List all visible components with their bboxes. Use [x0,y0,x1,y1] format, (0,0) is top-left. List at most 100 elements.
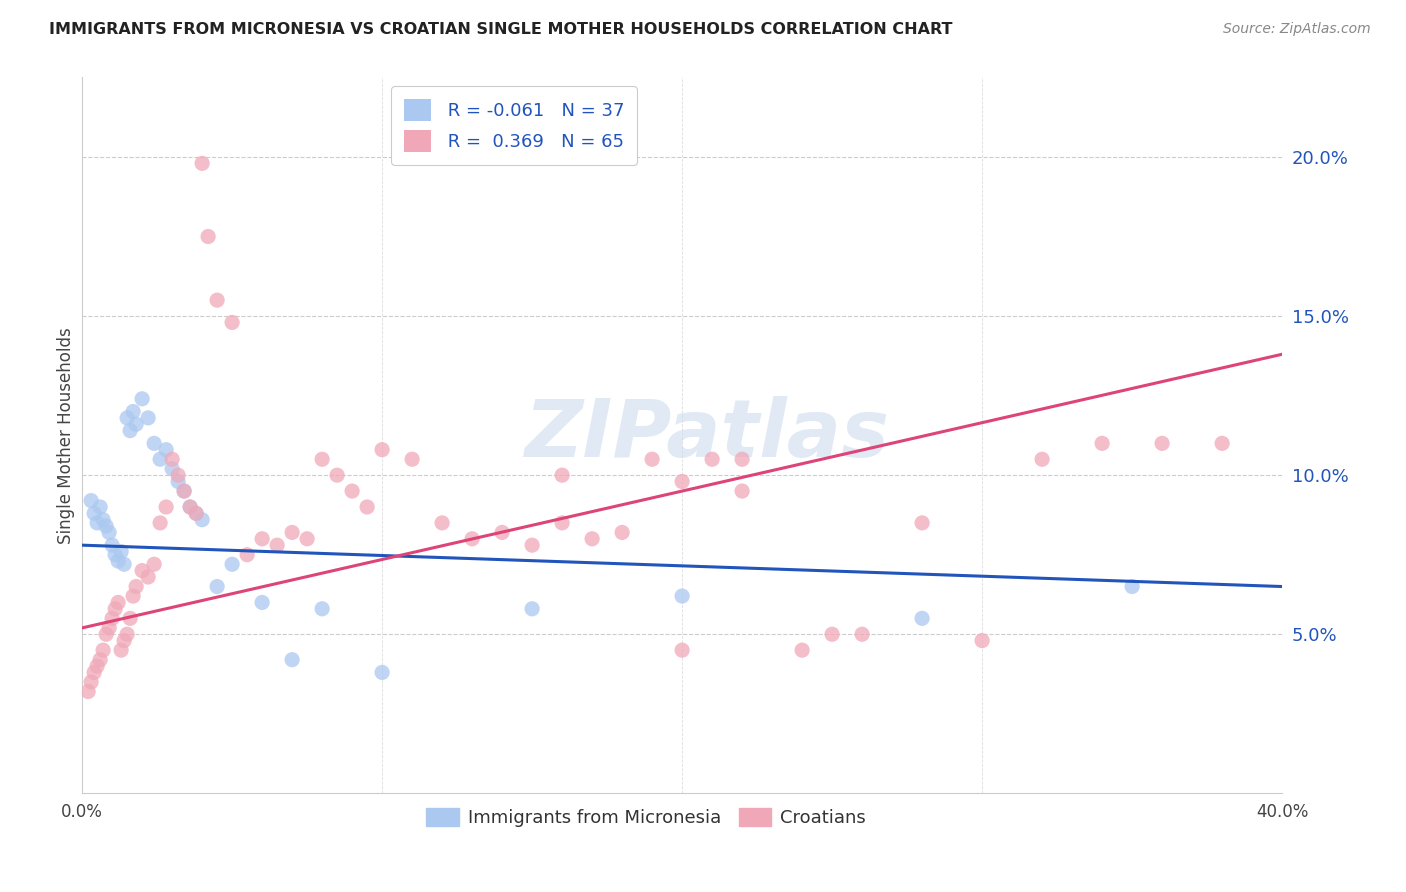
Point [104,602,127,616]
Point [160,462,183,476]
Point [1091,436,1114,450]
Point [131,564,153,578]
Point [131,392,153,406]
Point [80,675,103,690]
Point [191,156,214,170]
Point [110,643,132,657]
Point [671,589,693,603]
Point [581,532,603,546]
Point [101,611,124,625]
Point [641,452,664,467]
Point [86,516,108,530]
Point [125,580,148,594]
Point [149,516,172,530]
Point [295,532,318,546]
Point [911,516,934,530]
Y-axis label: Single Mother Households: Single Mother Households [58,327,75,544]
Point [851,627,873,641]
Point [326,468,349,483]
Point [167,468,190,483]
Legend: Immigrants from Micronesia, Croatians: Immigrants from Micronesia, Croatians [419,801,873,834]
Point [112,558,135,572]
Point [731,452,754,467]
Point [143,436,166,450]
Point [80,493,103,508]
Point [911,611,934,625]
Point [311,452,333,467]
Point [731,484,754,499]
Point [104,548,127,562]
Point [115,410,138,425]
Point [430,516,453,530]
Point [790,643,813,657]
Point [179,500,201,514]
Point [107,595,129,609]
Point [101,538,124,552]
Point [311,602,333,616]
Point [821,627,844,641]
Point [89,500,111,514]
Point [1031,452,1053,467]
Point [356,500,378,514]
Text: IMMIGRANTS FROM MICRONESIA VS CROATIAN SINGLE MOTHER HOUSEHOLDS CORRELATION CHAR: IMMIGRANTS FROM MICRONESIA VS CROATIAN S… [49,22,953,37]
Point [115,627,138,641]
Point [136,570,159,584]
Point [83,665,105,680]
Point [371,665,394,680]
Point [281,525,304,540]
Point [91,643,114,657]
Point [191,513,214,527]
Text: ZIPatlas: ZIPatlas [523,396,889,475]
Point [107,554,129,568]
Point [125,417,148,432]
Point [250,532,273,546]
Point [167,475,190,489]
Point [122,589,145,603]
Point [610,525,633,540]
Point [120,424,142,438]
Point [401,452,423,467]
Point [972,633,994,648]
Point [1152,436,1174,450]
Point [173,484,195,499]
Point [340,484,363,499]
Point [671,643,693,657]
Point [120,611,142,625]
Point [160,452,183,467]
Point [221,558,243,572]
Point [1211,436,1233,450]
Point [179,500,201,514]
Point [1121,580,1143,594]
Point [112,633,135,648]
Point [143,558,166,572]
Point [250,595,273,609]
Point [155,500,177,514]
Point [173,484,195,499]
Point [197,229,219,244]
Point [89,653,111,667]
Point [281,653,304,667]
Point [221,315,243,329]
Point [520,538,543,552]
Point [91,513,114,527]
Point [551,468,574,483]
Point [136,410,159,425]
Text: Source: ZipAtlas.com: Source: ZipAtlas.com [1223,22,1371,37]
Point [520,602,543,616]
Point [155,442,177,457]
Point [461,532,484,546]
Point [205,580,228,594]
Point [149,452,172,467]
Point [184,507,207,521]
Point [98,525,121,540]
Point [77,684,100,698]
Point [86,659,108,673]
Point [236,548,259,562]
Point [98,621,121,635]
Point [491,525,513,540]
Point [83,507,105,521]
Point [122,404,145,418]
Point [184,507,207,521]
Point [700,452,723,467]
Point [266,538,288,552]
